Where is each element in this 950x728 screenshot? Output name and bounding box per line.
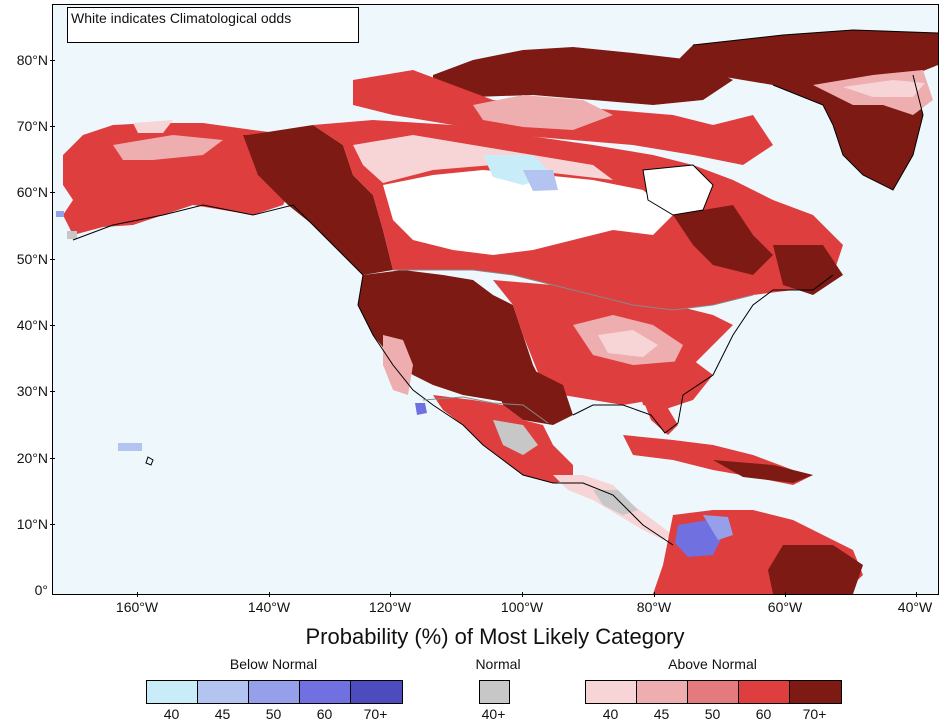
quebec-dark: [673, 205, 773, 275]
maritimes-dark: [773, 245, 843, 295]
canada-white-area: [383, 170, 673, 255]
above-swatch-50: [688, 681, 739, 703]
usa-west-dark: [358, 270, 543, 405]
map-panel: [52, 4, 939, 595]
lat-tick: [50, 126, 55, 127]
greenland-coast: [692, 29, 938, 191]
lon-label-160w: 160°W: [115, 599, 159, 615]
lat-tick: [50, 192, 55, 193]
lat-tick: [50, 325, 55, 326]
lat-tick: [50, 259, 55, 260]
hudson-blue-2: [523, 170, 558, 191]
greenland-white: [843, 80, 925, 97]
mexico-gray: [493, 420, 538, 455]
hudson-coast: [642, 164, 714, 216]
lat-label-60: 60°N: [16, 184, 48, 200]
arctic-islands: [433, 47, 733, 105]
below-swatch-50: [249, 681, 300, 703]
lat-tick: [50, 524, 55, 525]
usa-southeast: [633, 360, 713, 410]
above-label: 50: [704, 706, 721, 722]
island-blue: [56, 211, 64, 217]
lon-tick: [785, 592, 786, 597]
below-swatch-40: [147, 681, 198, 703]
normal-label: 40+: [481, 706, 506, 722]
normal-labels: 40+: [468, 706, 519, 722]
pacific-northwest-dark: [248, 125, 393, 275]
above-swatch-45: [637, 681, 688, 703]
lat-label-70: 70°N: [16, 118, 48, 134]
usa-east-white: [598, 330, 658, 357]
lat-label-50: 50°N: [16, 251, 48, 267]
above-swatch-70: [790, 681, 841, 703]
above-label: 45: [653, 706, 670, 722]
above-label: 40: [602, 706, 619, 722]
below-swatch-70: [351, 681, 402, 703]
lat-label-30: 30°N: [16, 383, 48, 399]
normal-colorbar: [479, 680, 510, 704]
hawaii-blue: [118, 443, 142, 451]
lon-tick: [916, 592, 917, 597]
lon-tick: [137, 592, 138, 597]
lat-label-40: 40°N: [16, 317, 48, 333]
colombia-blue: [675, 520, 723, 557]
above-label: 70+: [802, 706, 827, 722]
us-mexico-border: [422, 396, 549, 424]
below-swatch-60: [300, 681, 351, 703]
lon-label-100w: 100°W: [500, 599, 544, 615]
below-label: 40: [163, 706, 180, 722]
normal-swatch: [480, 681, 509, 703]
arctic-islands-pink: [473, 95, 613, 130]
lon-tick: [654, 592, 655, 597]
greenland-region: [673, 30, 938, 190]
above-swatch-40: [586, 681, 637, 703]
lat-tick: [50, 458, 55, 459]
colombia-lightblue: [703, 515, 733, 540]
alaska-pink: [113, 135, 223, 160]
coastline-east: [572, 274, 834, 434]
below-label: 45: [214, 706, 231, 722]
lon-tick: [522, 592, 523, 597]
lon-tick: [390, 592, 391, 597]
lon-label-60w: 60°W: [767, 599, 803, 615]
normal-title: Normal: [475, 656, 521, 672]
lon-tick: [269, 592, 270, 597]
below-normal-title: Below Normal: [229, 656, 318, 672]
lon-label-40w: 40°W: [897, 599, 933, 615]
coastline: [72, 204, 674, 546]
climatology-note: White indicates Climatological odds: [67, 7, 359, 43]
above-normal-title: Above Normal: [668, 656, 757, 672]
lon-label-140w: 140°W: [247, 599, 291, 615]
above-label: 60: [755, 706, 772, 722]
texas-dark: [493, 370, 573, 425]
below-label: 50: [265, 706, 282, 722]
lat-tick: [50, 60, 55, 61]
below-label: 70+: [363, 706, 388, 722]
us-canada-border: [393, 269, 754, 311]
above-swatch-60: [739, 681, 790, 703]
island-gray: [67, 231, 77, 239]
lon-label-120w: 120°W: [368, 599, 412, 615]
above-normal-labels: 40 45 50 60 70+: [585, 706, 840, 722]
caribbean-dark: [713, 460, 813, 483]
below-normal-colorbar: [146, 680, 403, 704]
lat-label-20: 20°N: [16, 450, 48, 466]
below-swatch-45: [198, 681, 249, 703]
below-normal-labels: 40 45 50 60 70+: [146, 706, 401, 722]
lat-label-10: 10°N: [16, 516, 48, 532]
hawaii-island: [145, 456, 154, 466]
above-normal-colorbar: [585, 680, 842, 704]
lon-label-80w: 80°W: [636, 599, 672, 615]
lat-tick: [50, 391, 55, 392]
florida: [643, 400, 678, 435]
lat-label-80: 80°N: [16, 52, 48, 68]
hudson-bay: [643, 165, 713, 215]
below-label: 60: [316, 706, 333, 722]
alaska-north-white: [133, 120, 173, 133]
baja-blue: [415, 403, 427, 415]
probability-map: [56, 29, 938, 594]
lat-label-0: 0°: [34, 582, 48, 598]
legend-title: Probability (%) of Most Likely Category: [305, 624, 685, 649]
south-america-dark: [768, 545, 863, 594]
